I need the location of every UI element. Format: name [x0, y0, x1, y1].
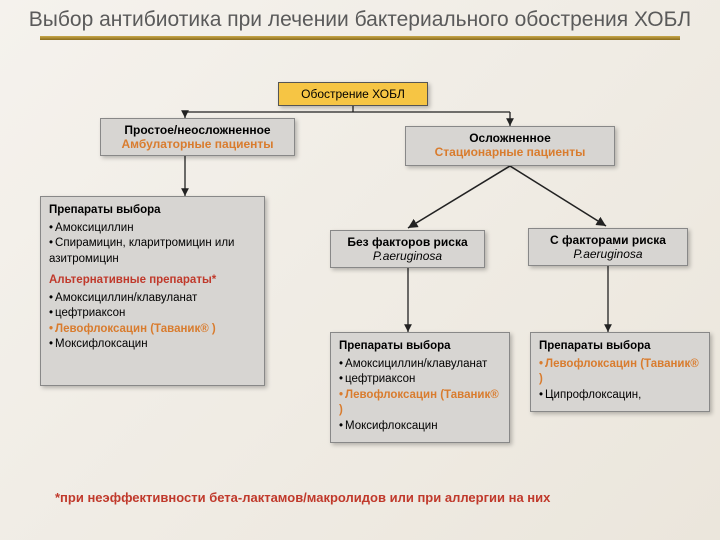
panel-a-list2: Амоксициллин/клавуланатцефтриаксонЛевофл…: [49, 291, 256, 353]
drug-item: Моксифлоксацин: [339, 419, 501, 435]
drug-item: Амоксициллин: [49, 221, 256, 237]
node-no-risk-l2: P.aeruginosa: [337, 249, 478, 263]
node-with-risk-l2: P.aeruginosa: [535, 247, 681, 261]
node-simple-line1: Простое/неосложненное: [107, 123, 288, 137]
node-root: Обострение ХОБЛ: [278, 82, 428, 106]
panel-outpatient: Препараты выбора АмоксициллинСпирамицин,…: [40, 196, 265, 386]
panel-no-risk-drugs: Препараты выбора Амоксициллин/клавуланат…: [330, 332, 510, 443]
panel-b-list: Амоксициллин/клавуланатцефтриаксонЛевофл…: [339, 357, 501, 435]
panel-a-list1: АмоксициллинСпирамицин, кларитромицин ил…: [49, 221, 256, 268]
drug-item: Ципрофлоксацин,: [539, 388, 701, 404]
drug-item: Левофлоксацин (Таваник® ): [339, 388, 501, 419]
node-complicated-line1: Осложненное: [412, 131, 608, 145]
drug-item: Спирамицин, кларитромицин или азитромици…: [49, 236, 256, 267]
panel-a-hdr1: Препараты выбора: [49, 203, 256, 219]
node-with-risk-l1: С факторами риска: [535, 233, 681, 247]
node-no-risk: Без факторов риска P.aeruginosa: [330, 230, 485, 268]
drug-item: цефтриаксон: [49, 306, 256, 322]
drug-item: цефтриаксон: [339, 372, 501, 388]
panel-c-hdr: Препараты выбора: [539, 339, 701, 355]
panel-b-hdr: Препараты выбора: [339, 339, 501, 355]
node-with-risk: С факторами риска P.aeruginosa: [528, 228, 688, 266]
drug-item: Левофлоксацин (Таваник® ): [539, 357, 701, 388]
panel-a-hdr2: Альтернативные препараты*: [49, 273, 256, 289]
panel-with-risk-drugs: Препараты выбора Левофлоксацин (Таваник®…: [530, 332, 710, 412]
page-title: Выбор антибиотика при лечении бактериаль…: [0, 0, 720, 36]
node-simple: Простое/неосложненное Амбулаторные пацие…: [100, 118, 295, 156]
drug-item: Амоксициллин/клавуланат: [49, 291, 256, 307]
drug-item: Моксифлоксацин: [49, 337, 256, 353]
node-complicated-line2: Стационарные пациенты: [412, 145, 608, 159]
footnote: *при неэффективности бета-лактамов/макро…: [55, 490, 550, 505]
node-no-risk-l1: Без факторов риска: [337, 235, 478, 249]
node-simple-line2: Амбулаторные пациенты: [107, 137, 288, 151]
node-complicated: Осложненное Стационарные пациенты: [405, 126, 615, 166]
node-root-label: Обострение ХОБЛ: [301, 87, 405, 101]
divider-rule: [40, 36, 680, 40]
drug-item: Левофлоксацин (Таваник® ): [49, 322, 256, 338]
panel-c-list: Левофлоксацин (Таваник® )Ципрофлоксацин,: [539, 357, 701, 404]
drug-item: Амоксициллин/клавуланат: [339, 357, 501, 373]
